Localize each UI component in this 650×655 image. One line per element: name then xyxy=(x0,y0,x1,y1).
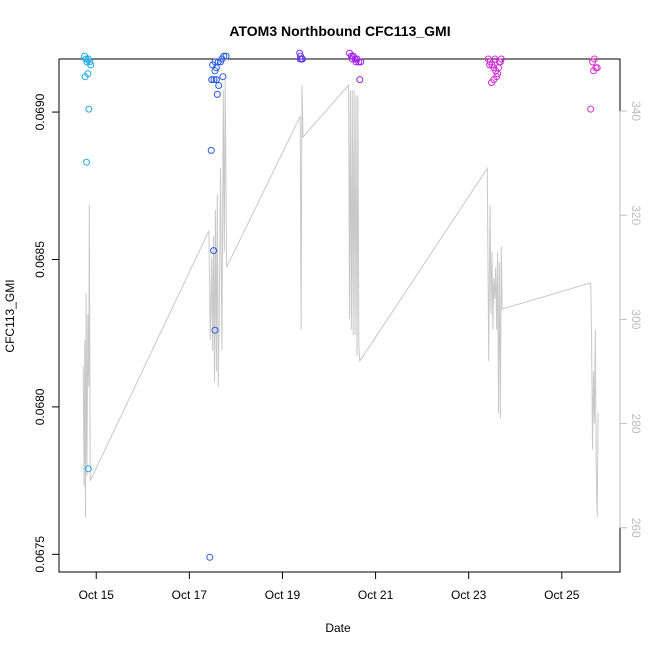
y-tick-label: 0.0675 xyxy=(33,536,47,573)
x-tick-label: Oct 25 xyxy=(544,588,580,602)
x-axis-label: Date xyxy=(325,621,351,635)
y-tick-label: 0.0690 xyxy=(33,93,47,130)
y2-tick-label: 300 xyxy=(629,309,643,329)
y2-tick-label: 280 xyxy=(629,414,643,434)
y-tick-label: 0.0685 xyxy=(33,241,47,278)
x-tick-label: Oct 21 xyxy=(358,588,394,602)
chart-title: ATOM3 Northbound CFC113_GMI xyxy=(229,23,450,39)
y-axis-label: CFC113_GMI xyxy=(3,279,17,352)
y2-tick-label: 260 xyxy=(629,518,643,538)
y-tick-label: 0.0680 xyxy=(33,388,47,425)
x-tick-label: Oct 17 xyxy=(172,588,208,602)
y2-tick-label: 340 xyxy=(629,101,643,121)
x-tick-label: Oct 19 xyxy=(265,588,301,602)
y2-tick-label: 320 xyxy=(629,205,643,225)
x-tick-label: Oct 23 xyxy=(451,588,487,602)
x-tick-label: Oct 15 xyxy=(79,588,115,602)
